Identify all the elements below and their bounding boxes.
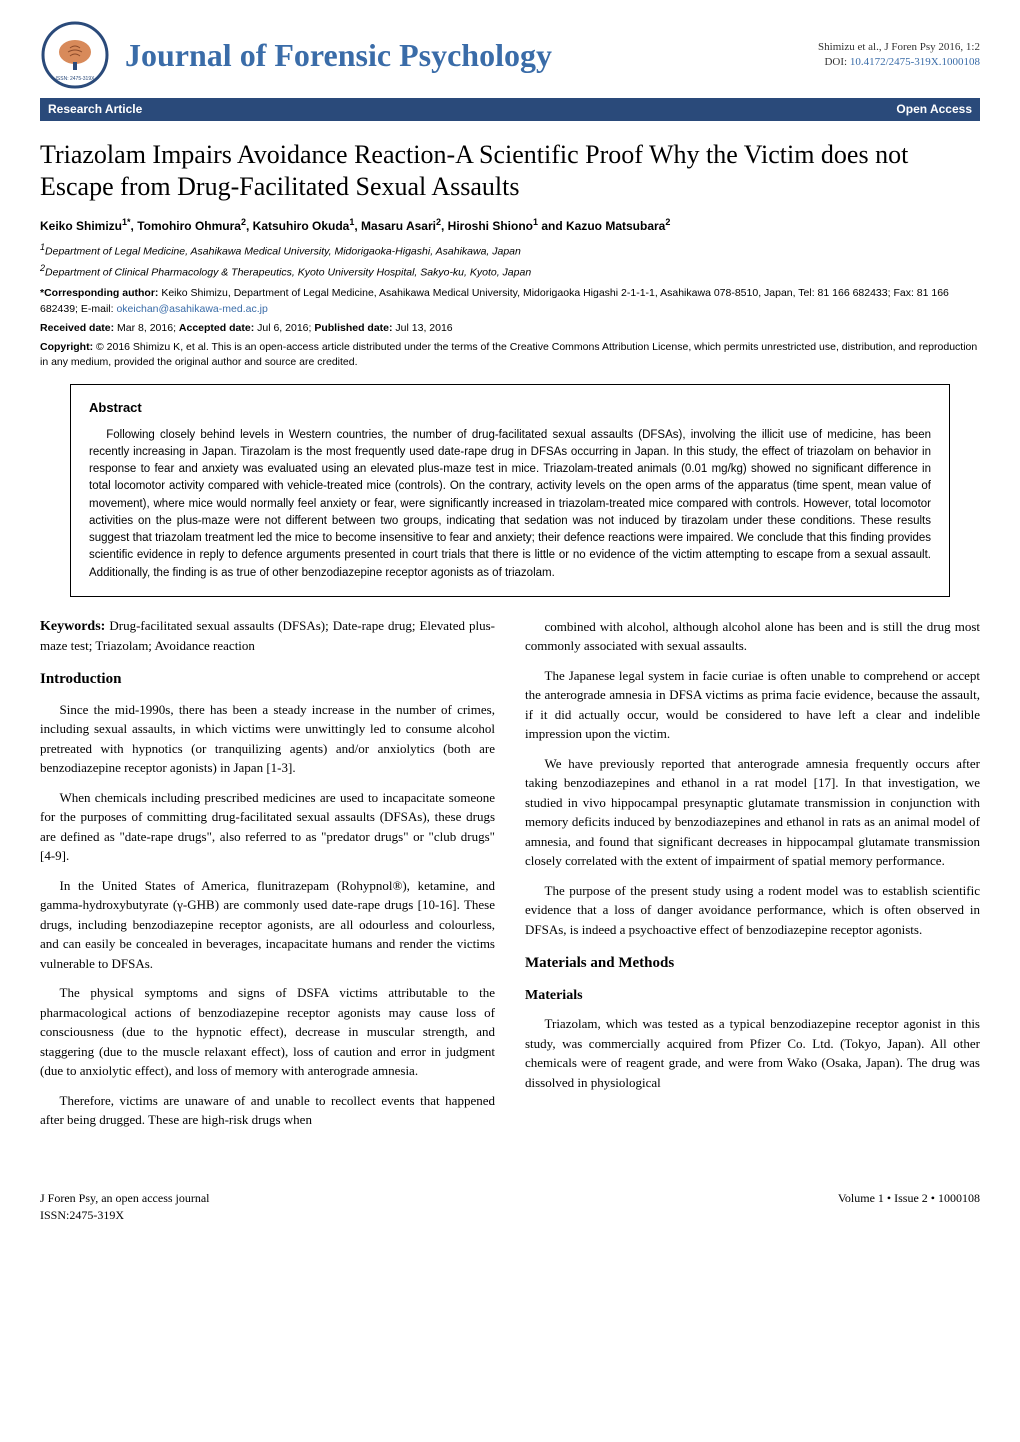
citation-line: Shimizu et al., J Foren Psy 2016, 1:2 bbox=[818, 40, 980, 55]
keywords-label: Keywords: bbox=[40, 619, 105, 634]
right-column-paragraphs: combined with alcohol, although alcohol … bbox=[525, 617, 980, 940]
footer-journal: J Foren Psy, an open access journal bbox=[40, 1190, 210, 1207]
body-paragraph: combined with alcohol, although alcohol … bbox=[525, 617, 980, 656]
doi-line: DOI: 10.4172/2475-319X.1000108 bbox=[818, 55, 980, 70]
banner-left: Research Article bbox=[48, 101, 142, 118]
authors: Keiko Shimizu1*, Tomohiro Ohmura2, Katsu… bbox=[40, 216, 980, 235]
left-column: Keywords: Drug-facilitated sexual assaul… bbox=[40, 617, 495, 1140]
introduction-heading: Introduction bbox=[40, 669, 495, 690]
journal-logo: ISSN: 2475-319X bbox=[40, 20, 110, 90]
abstract-box: Abstract Following closely behind levels… bbox=[70, 384, 950, 597]
keywords-text: Drug-facilitated sexual assaults (DFSAs)… bbox=[40, 618, 495, 653]
footer-issn: ISSN:2475-319X bbox=[40, 1207, 210, 1224]
materials-paragraphs: Triazolam, which was tested as a typical… bbox=[525, 1014, 980, 1092]
body-paragraph: When chemicals including prescribed medi… bbox=[40, 788, 495, 866]
svg-text:ISSN: 2475-319X: ISSN: 2475-319X bbox=[56, 76, 96, 82]
body-paragraph: The purpose of the present study using a… bbox=[525, 881, 980, 940]
affiliation: 2Department of Clinical Pharmacology & T… bbox=[40, 262, 980, 280]
body-paragraph: In the United States of America, flunitr… bbox=[40, 876, 495, 974]
right-column: combined with alcohol, although alcohol … bbox=[525, 617, 980, 1140]
copyright: Copyright: © 2016 Shimizu K, et al. This… bbox=[40, 340, 980, 369]
keywords: Keywords: Drug-facilitated sexual assaul… bbox=[40, 617, 495, 655]
abstract-text: Following closely behind levels in Weste… bbox=[89, 427, 931, 582]
doi-link[interactable]: 10.4172/2475-319X.1000108 bbox=[850, 56, 980, 68]
introduction-paragraphs: Since the mid-1990s, there has been a st… bbox=[40, 700, 495, 1130]
citation-block: Shimizu et al., J Foren Psy 2016, 1:2 DO… bbox=[818, 40, 980, 71]
article-title: Triazolam Impairs Avoidance Reaction-A S… bbox=[40, 139, 980, 204]
body-paragraph: The Japanese legal system in facie curia… bbox=[525, 666, 980, 744]
affiliations: 1Department of Legal Medicine, Asahikawa… bbox=[40, 241, 980, 280]
footer-left: J Foren Psy, an open access journal ISSN… bbox=[40, 1190, 210, 1224]
doi-prefix: DOI: bbox=[824, 56, 849, 68]
page-footer: J Foren Psy, an open access journal ISSN… bbox=[40, 1190, 980, 1224]
methods-heading: Materials and Methods bbox=[525, 953, 980, 974]
abstract-heading: Abstract bbox=[89, 399, 931, 417]
banner-right: Open Access bbox=[896, 101, 972, 118]
journal-header: ISSN: 2475-319X Journal of Forensic Psyc… bbox=[40, 20, 980, 90]
corresponding-email[interactable]: okeichan@asahikawa-med.ac.jp bbox=[116, 303, 267, 315]
journal-title: Journal of Forensic Psychology bbox=[125, 33, 803, 78]
body-paragraph: We have previously reported that anterog… bbox=[525, 754, 980, 871]
body-paragraph: The physical symptoms and signs of DSFA … bbox=[40, 983, 495, 1081]
body-paragraph: Triazolam, which was tested as a typical… bbox=[525, 1014, 980, 1092]
article-type-banner: Research Article Open Access bbox=[40, 98, 980, 121]
copyright-label: Copyright: bbox=[40, 341, 93, 353]
body-columns: Keywords: Drug-facilitated sexual assaul… bbox=[40, 617, 980, 1140]
materials-subheading: Materials bbox=[525, 986, 980, 1006]
footer-right: Volume 1 • Issue 2 • 1000108 bbox=[838, 1190, 980, 1224]
corresponding-label: *Corresponding author: bbox=[40, 287, 158, 299]
copyright-text: © 2016 Shimizu K, et al. This is an open… bbox=[40, 341, 977, 368]
corresponding-author: *Corresponding author: Keiko Shimizu, De… bbox=[40, 286, 980, 318]
body-paragraph: Therefore, victims are unaware of and un… bbox=[40, 1091, 495, 1130]
publication-dates: Received date: Mar 8, 2016; Accepted dat… bbox=[40, 321, 980, 336]
body-paragraph: Since the mid-1990s, there has been a st… bbox=[40, 700, 495, 778]
logo-svg: ISSN: 2475-319X bbox=[40, 20, 110, 90]
affiliation: 1Department of Legal Medicine, Asahikawa… bbox=[40, 241, 980, 259]
